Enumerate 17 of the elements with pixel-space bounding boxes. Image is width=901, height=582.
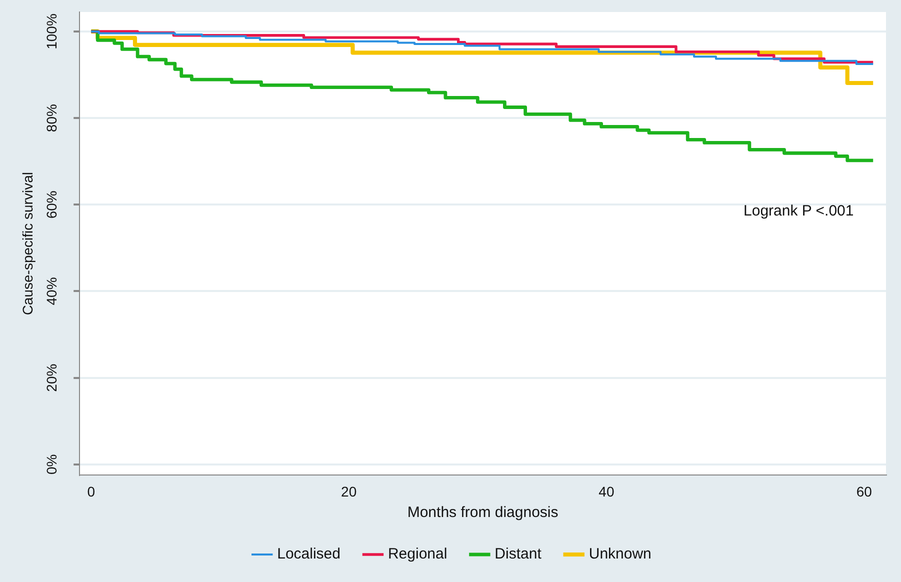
y-tick-label: 40% bbox=[44, 277, 60, 306]
legend-label: Unknown bbox=[588, 546, 652, 563]
x-tick-label: 20 bbox=[341, 483, 357, 500]
annotation: Logrank P <.001 bbox=[744, 202, 854, 220]
y-tick-label: 100% bbox=[44, 14, 60, 50]
y-tick-label: 80% bbox=[44, 104, 60, 132]
legend-label: Localised bbox=[277, 546, 340, 563]
y-axis-title: Cause-specific survival bbox=[19, 172, 36, 316]
x-tick-label: 60 bbox=[856, 483, 872, 500]
y-tick-label: 0% bbox=[44, 454, 60, 474]
x-tick-label: 0 bbox=[87, 483, 96, 500]
x-axis-title: Months from diagnosis bbox=[407, 504, 558, 522]
y-tick-label: 60% bbox=[44, 190, 60, 219]
legend-label: Distant bbox=[494, 546, 542, 563]
y-tick-label: 20% bbox=[44, 364, 60, 392]
legend-label: Regional bbox=[388, 546, 448, 563]
x-tick-label: 40 bbox=[598, 483, 614, 500]
